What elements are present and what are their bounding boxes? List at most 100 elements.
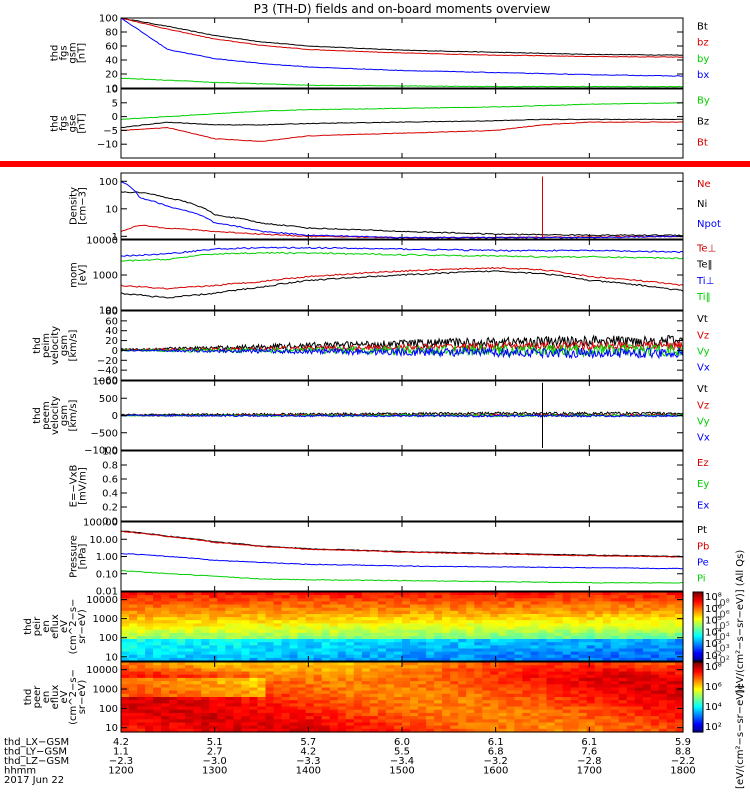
heatmap-cell (602, 690, 612, 695)
heatmap-cell (514, 709, 523, 714)
heatmap-cell (634, 700, 644, 704)
y-axis-label-line: [nPa] (78, 543, 89, 569)
heatmap-cell (145, 674, 154, 679)
heatmap-cell (658, 645, 668, 649)
heatmap-cell (201, 632, 210, 637)
colorbar-step (693, 659, 703, 662)
heatmap-cell (161, 706, 170, 711)
heatmap-cell (225, 693, 234, 698)
heatmap-cell (377, 595, 387, 599)
heatmap-cell (265, 645, 275, 649)
heatmap-cell (498, 632, 507, 637)
heatmap-cell (217, 645, 226, 649)
panel-frame (120, 310, 684, 381)
legend-entry: Ne (697, 179, 711, 190)
heatmap-cell (514, 671, 523, 676)
heatmap-cell (514, 610, 523, 615)
heatmap-cell (578, 709, 588, 714)
heatmap-cell (482, 651, 491, 656)
heatmap-cell (522, 681, 531, 685)
heatmap-cell (337, 703, 347, 708)
heatmap-cell (297, 614, 307, 618)
heatmap-cell (121, 719, 130, 724)
heatmap-cell (418, 665, 427, 669)
heatmap-cell (474, 719, 483, 724)
heatmap-cell (313, 601, 323, 606)
heatmap-cell (313, 607, 323, 612)
heatmap-cell (394, 712, 403, 717)
heatmap-cell (313, 687, 323, 692)
heatmap-cell (538, 716, 548, 720)
colorbar-tick-label-overlay: 10⁵ (713, 621, 730, 632)
heatmap-cell (642, 617, 652, 621)
heatmap-cell (498, 614, 507, 618)
heatmap-cell (233, 700, 242, 704)
heatmap-cell (658, 700, 668, 704)
heatmap-cell (618, 592, 628, 596)
heatmap-cell (233, 601, 242, 606)
heatmap-cell (257, 671, 267, 676)
heatmap-cell (241, 674, 250, 679)
heatmap-cell (185, 712, 194, 717)
heatmap-cell (675, 668, 684, 673)
heatmap-cell (129, 604, 138, 609)
heatmap-cell (281, 665, 291, 669)
heatmap-cell (321, 687, 331, 692)
heatmap-cell (554, 623, 564, 628)
heatmap-cell (442, 712, 451, 717)
heatmap-cell (361, 687, 371, 692)
heatmap-cell (578, 716, 588, 720)
heatmap-cell (313, 690, 323, 695)
heatmap-cell (594, 703, 604, 708)
heatmap-cell (570, 592, 580, 596)
heatmap-cell (145, 668, 154, 673)
heatmap-cell (554, 706, 564, 711)
colorbar-step (693, 730, 703, 733)
colorbar-tick-label: 10² (705, 722, 722, 733)
heatmap-cell (273, 662, 283, 666)
heatmap-cell (410, 697, 419, 701)
heatmap-cell (675, 592, 684, 596)
heatmap-cell (353, 697, 363, 701)
heatmap-cell (321, 623, 331, 628)
heatmap-cell (337, 728, 347, 733)
heatmap-cell (281, 693, 291, 698)
heatmap-cell (626, 684, 636, 689)
heatmap-cell (522, 632, 531, 637)
heatmap-cell (482, 690, 491, 695)
heatmap-cell (434, 719, 443, 724)
heatmap-cell (305, 712, 315, 717)
heatmap-cell (177, 716, 186, 720)
series-group (121, 176, 683, 239)
heatmap-cell (233, 639, 242, 643)
series-line-Vx (121, 346, 683, 360)
heatmap-cell (418, 706, 427, 711)
heatmap-cell (217, 651, 226, 656)
heatmap-cell (530, 598, 540, 602)
heatmap-cell (329, 620, 339, 624)
heatmap-cell (434, 668, 443, 673)
heatmap-cell (554, 592, 564, 596)
y-axis-label: thdfgsgsm[nT] (50, 42, 88, 63)
heatmap-cell (626, 709, 636, 714)
heatmap-cell (241, 639, 250, 643)
heatmap-cell (666, 687, 676, 692)
heatmap-cell (337, 642, 347, 646)
heatmap-cell (353, 639, 363, 643)
heatmap-cell (610, 706, 620, 711)
heatmap-cell (602, 693, 612, 698)
heatmap-cell (666, 712, 676, 717)
heatmap-cell (209, 677, 218, 682)
y-tick-label: 5 (112, 98, 118, 109)
heatmap-cell (466, 671, 475, 676)
heatmap-cell (225, 623, 234, 628)
heatmap-cell (394, 716, 403, 720)
heatmap-cell (466, 662, 475, 666)
legend-entry: Ti‖ (696, 292, 711, 303)
colorbar-step (693, 624, 703, 628)
heatmap-cell (602, 725, 612, 730)
heatmap-cell (626, 671, 636, 676)
heatmap-cell (626, 657, 636, 662)
heatmap-cell (610, 626, 620, 631)
heatmap-cell (377, 719, 387, 724)
